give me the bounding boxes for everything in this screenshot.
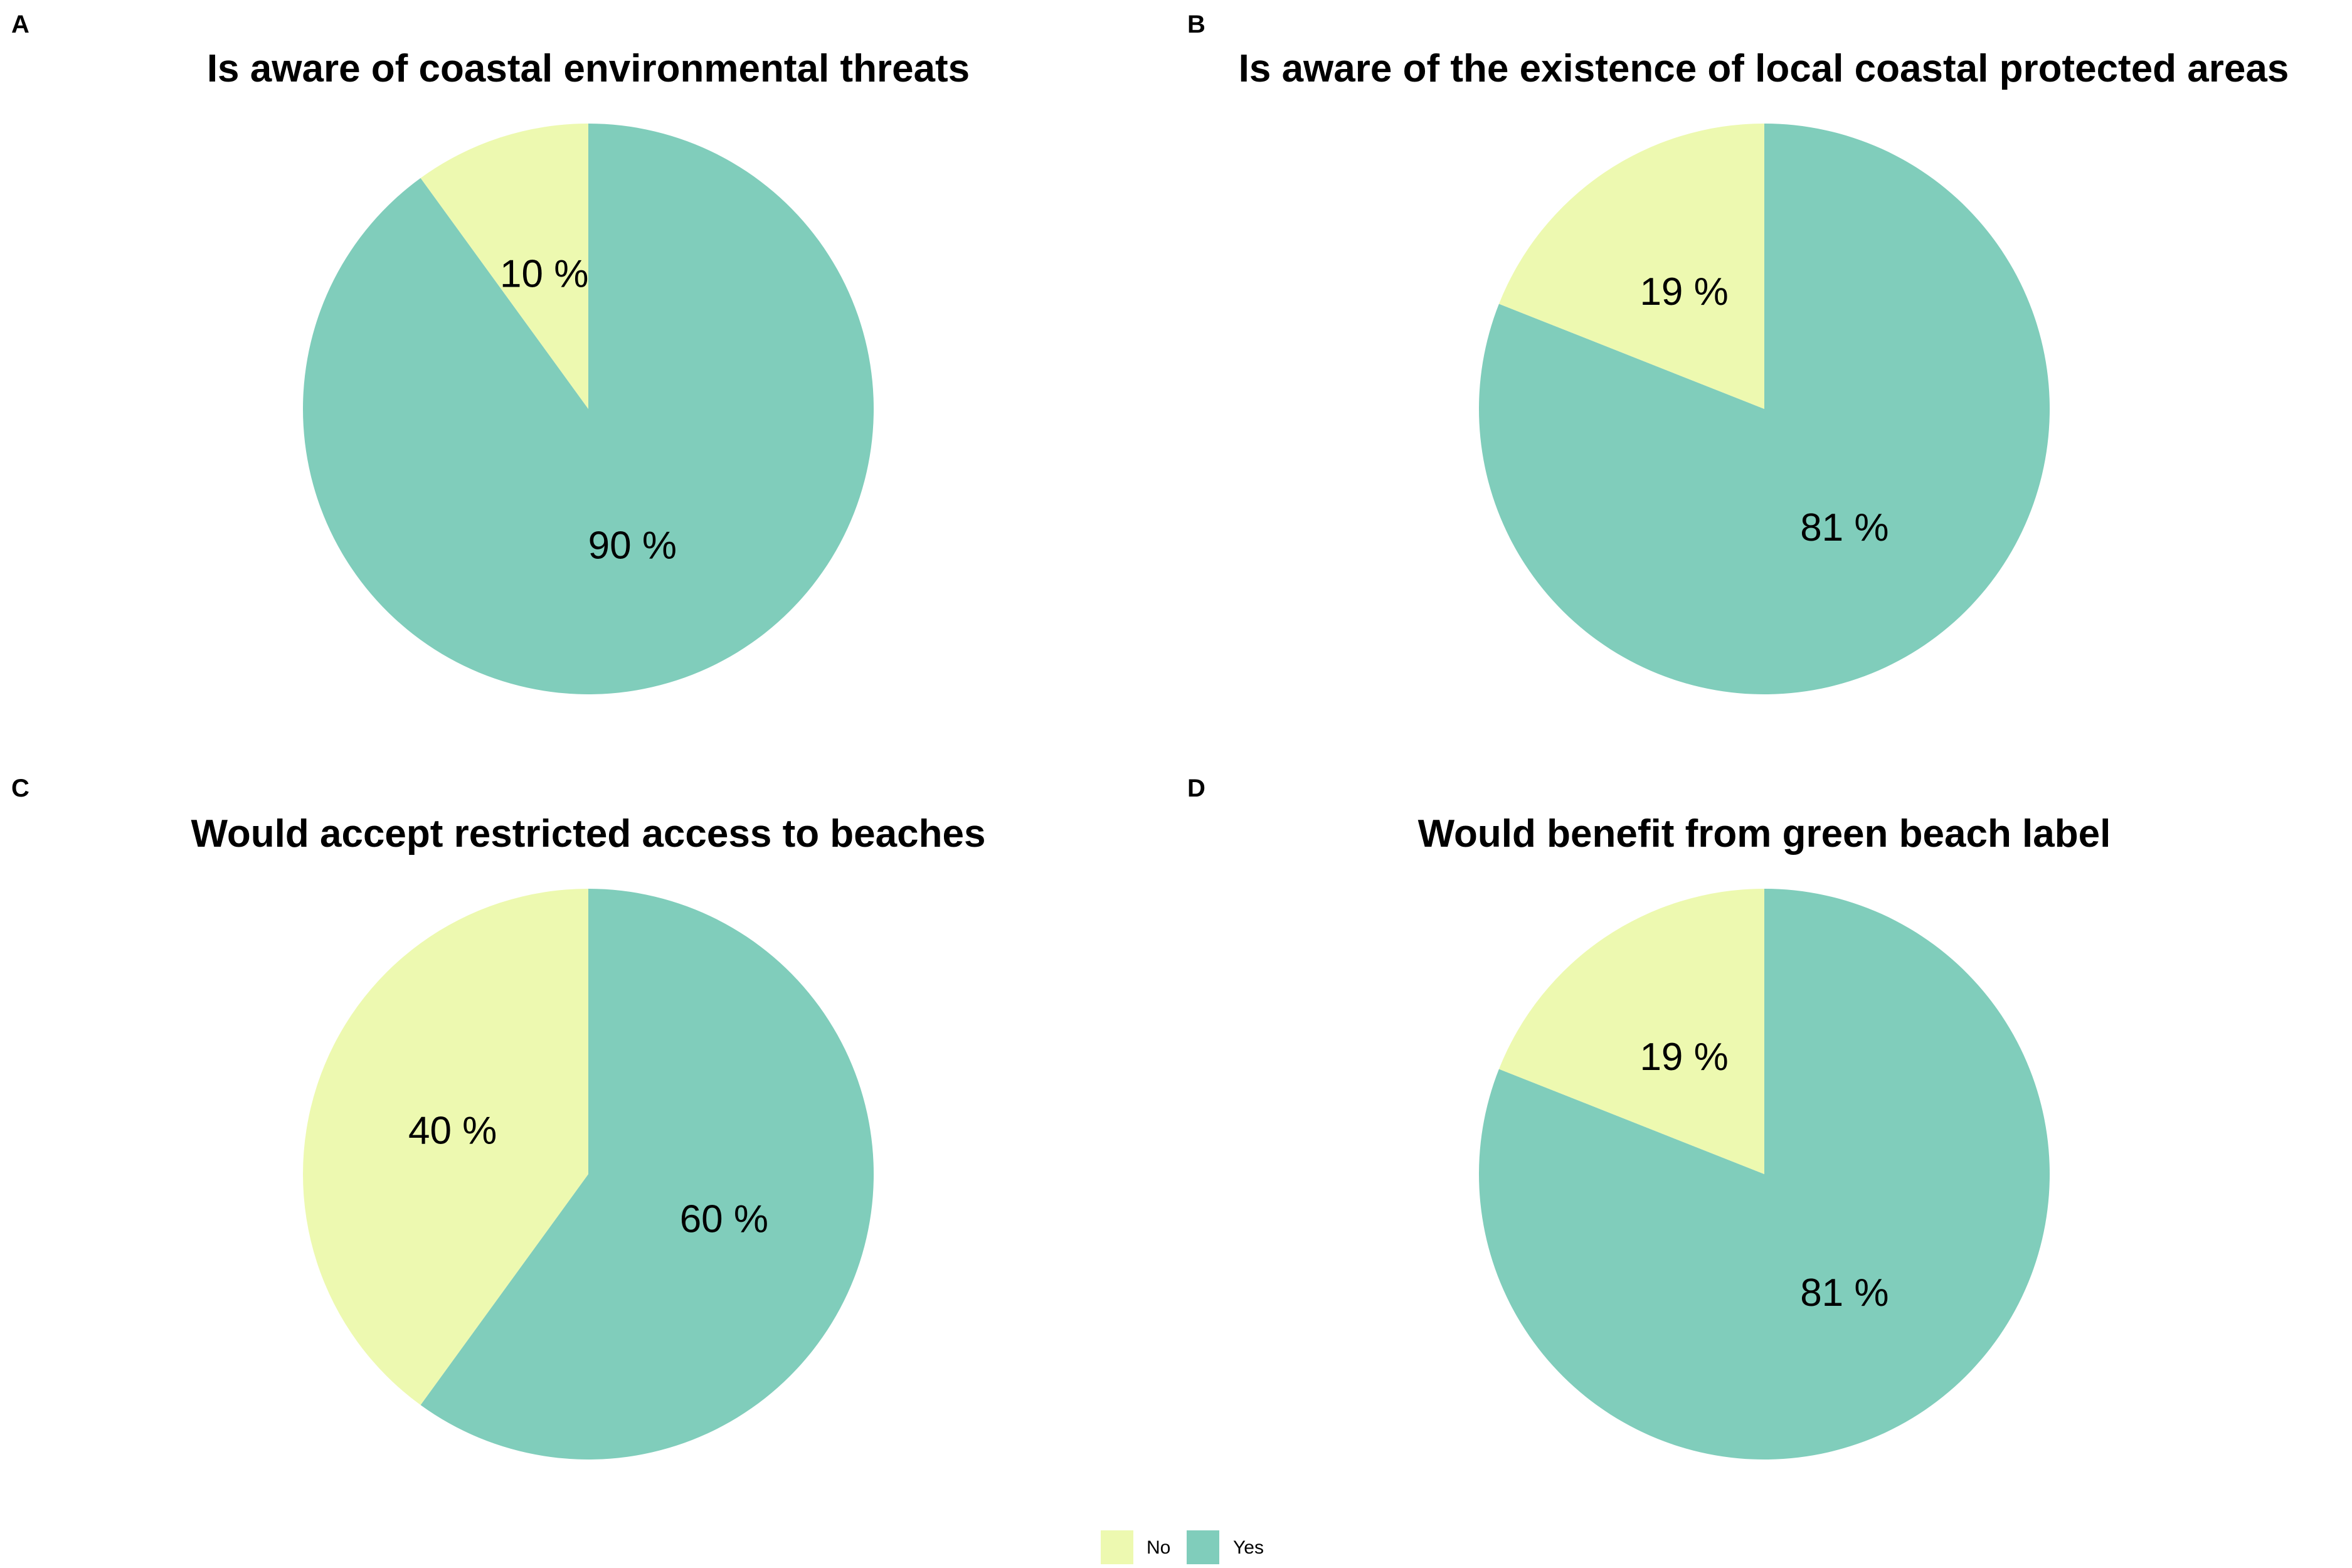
panel-d: D Would benefit from green beach label 8… [1187, 775, 2111, 1459]
slice-label-yes: 81 % [1800, 506, 1888, 549]
slice-label-yes: 60 % [680, 1197, 768, 1241]
panel-b: B Is aware of the existence of local coa… [1187, 11, 2289, 694]
pie-slice-no [1498, 889, 1764, 1174]
legend-label-yes: Yes [1233, 1537, 1264, 1558]
pie-chart: 90 % 10 % [302, 124, 874, 694]
panel-title: Is aware of the existence of local coast… [1239, 47, 2289, 90]
pie-slice-yes [302, 124, 874, 694]
pie-chart: 60 % 40 % [302, 889, 874, 1459]
panel-letter: A [11, 11, 29, 38]
slice-label-yes: 81 % [1800, 1271, 1888, 1315]
pie-slice-no [420, 124, 588, 409]
panel-title: Would accept restricted access to beache… [191, 812, 986, 856]
pie-slice-no [302, 889, 588, 1406]
panel-a: A Is aware of coastal environmental thre… [11, 11, 970, 694]
panel-letter: C [11, 775, 29, 802]
pie-slice-no [1498, 124, 1764, 409]
slice-label-no: 19 % [1640, 270, 1728, 314]
panel-title: Is aware of coastal environmental threat… [207, 47, 970, 90]
legend-key-yes [1187, 1530, 1219, 1564]
slice-label-yes: 90 % [588, 524, 677, 567]
pie-slice-yes [420, 889, 874, 1459]
panel-title: Would benefit from green beach label [1418, 812, 2111, 856]
panel-c: C Would accept restricted access to beac… [11, 775, 985, 1459]
slice-label-no: 40 % [408, 1110, 497, 1153]
legend-label-no: No [1147, 1537, 1170, 1558]
legend-key-no [1101, 1530, 1133, 1564]
pie-chart: 81 % 19 % [1478, 889, 2050, 1459]
slice-label-no: 10 % [500, 253, 588, 296]
legend: No Yes [1101, 1530, 1264, 1564]
panel-letter: B [1187, 11, 1205, 38]
slice-label-no: 19 % [1640, 1036, 1728, 1079]
pie-chart: 81 % 19 % [1479, 124, 2050, 694]
panel-letter: D [1187, 775, 1205, 802]
